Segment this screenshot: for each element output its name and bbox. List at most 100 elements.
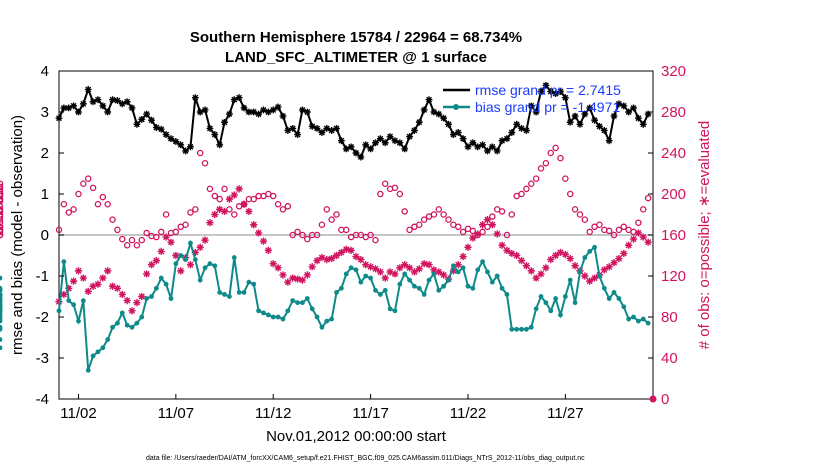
possible-obs-point bbox=[187, 209, 194, 216]
possible-obs-point bbox=[343, 226, 350, 234]
possible-obs-point bbox=[586, 228, 593, 236]
evaluated-obs-point bbox=[459, 252, 467, 261]
x-axis-label: Nov.01,2012 00:00:00 start bbox=[266, 428, 447, 445]
evaluated-obs-point bbox=[211, 210, 219, 219]
evaluated-obs-point bbox=[216, 205, 224, 213]
evaluated-obs-point bbox=[259, 237, 268, 245]
data-file-footnote: data file: /Users/raeder/DAI/ATM_forcXX/… bbox=[146, 455, 585, 462]
bias-point bbox=[382, 287, 388, 293]
rmse-point bbox=[230, 96, 238, 104]
evaluated-obs-point bbox=[639, 233, 647, 241]
evaluated-obs-point bbox=[425, 261, 433, 269]
evaluated-obs-point bbox=[323, 256, 331, 264]
rmse-point bbox=[518, 125, 525, 132]
bias-point bbox=[470, 285, 476, 291]
rmse-point bbox=[591, 116, 598, 124]
possible-obs-point bbox=[274, 200, 282, 208]
y2-tick-label: 280 bbox=[661, 104, 686, 121]
bias-point bbox=[363, 273, 369, 279]
bias-point bbox=[324, 318, 330, 324]
evaluated-obs-point bbox=[245, 207, 253, 216]
bias-point bbox=[353, 267, 359, 273]
rmse-point bbox=[430, 108, 438, 116]
rmse-point bbox=[454, 129, 462, 136]
bias-point bbox=[110, 324, 115, 330]
possible-obs-point bbox=[381, 180, 389, 187]
evaluated-obs-point bbox=[255, 229, 263, 237]
bias-point bbox=[295, 300, 300, 306]
bias-point bbox=[601, 285, 607, 291]
rmse-point bbox=[177, 141, 185, 149]
y-tick-label: 3 bbox=[41, 104, 49, 121]
possible-obs-point bbox=[0, 185, 4, 193]
possible-obs-point bbox=[571, 206, 579, 213]
bias-point bbox=[543, 300, 549, 306]
evaluated-obs-point bbox=[552, 251, 560, 260]
possible-obs-point bbox=[0, 197, 4, 205]
bias-point bbox=[0, 337, 3, 342]
bias-point bbox=[0, 302, 3, 308]
evaluated-obs-point bbox=[454, 261, 462, 269]
rmse-point bbox=[303, 108, 311, 116]
possible-obs-point bbox=[0, 203, 4, 210]
rmse-point bbox=[250, 108, 258, 116]
bias-point bbox=[611, 290, 617, 295]
evaluated-obs-point bbox=[167, 238, 175, 246]
evaluated-obs-point bbox=[508, 249, 516, 258]
rmse-point bbox=[625, 108, 633, 116]
rmse-point bbox=[537, 88, 545, 95]
rmse-point bbox=[571, 112, 579, 120]
evaluated-obs-point bbox=[225, 195, 234, 203]
possible-obs-point bbox=[284, 203, 292, 210]
evaluated-obs-point bbox=[498, 241, 506, 249]
evaluated-obs-point bbox=[483, 216, 492, 224]
rmse-point bbox=[396, 139, 404, 147]
y2-tick-label: 160 bbox=[661, 227, 686, 244]
rmse-point bbox=[605, 137, 613, 145]
bias-point bbox=[509, 326, 515, 332]
evaluated-obs-point bbox=[503, 246, 511, 254]
bias-point bbox=[309, 306, 315, 312]
evaluated-obs-point bbox=[201, 236, 209, 244]
bias-point bbox=[485, 269, 490, 275]
evaluated-obs-point bbox=[177, 267, 185, 275]
bias-point bbox=[538, 294, 544, 299]
evaluated-obs-point bbox=[269, 260, 277, 268]
evaluated-obs-point bbox=[537, 270, 545, 278]
bias-point bbox=[338, 285, 344, 291]
rmse-point bbox=[337, 137, 345, 145]
bias-point bbox=[265, 312, 271, 318]
x-tick-label: 11/12 bbox=[255, 405, 291, 422]
rmse-point bbox=[347, 143, 355, 151]
possible-obs-point bbox=[557, 154, 564, 162]
rmse-point bbox=[187, 143, 194, 151]
evaluated-obs-point bbox=[318, 253, 326, 262]
possible-obs-point bbox=[65, 209, 72, 216]
possible-obs-point bbox=[75, 190, 82, 198]
evaluated-obs-point bbox=[542, 264, 550, 272]
rmse-point bbox=[269, 106, 277, 114]
possible-obs-point bbox=[406, 226, 413, 234]
bias-series bbox=[0, 239, 651, 373]
possible-obs-point bbox=[391, 184, 399, 192]
rmse-point bbox=[542, 81, 550, 89]
evaluated-obs-point bbox=[420, 260, 428, 268]
evaluated-obs-point bbox=[328, 254, 336, 263]
rmse-point bbox=[479, 141, 486, 149]
x-tick-label: 11/22 bbox=[450, 405, 486, 422]
evaluated-obs-point bbox=[532, 274, 540, 282]
evaluated-obs-point bbox=[79, 274, 87, 282]
bias-point bbox=[524, 326, 529, 332]
possible-obs-point bbox=[372, 236, 379, 244]
rmse-point bbox=[449, 131, 457, 138]
evaluated-obs-point bbox=[298, 276, 307, 284]
bias-point bbox=[0, 308, 3, 314]
evaluated-obs-point bbox=[337, 248, 345, 257]
evaluated-obs-point bbox=[381, 274, 389, 282]
bias-point bbox=[61, 259, 67, 265]
bias-point bbox=[66, 298, 72, 303]
evaluated-obs-point bbox=[172, 251, 180, 260]
bias-point bbox=[626, 316, 632, 322]
y-tick-label: -2 bbox=[36, 309, 49, 326]
bias-point bbox=[635, 318, 641, 324]
